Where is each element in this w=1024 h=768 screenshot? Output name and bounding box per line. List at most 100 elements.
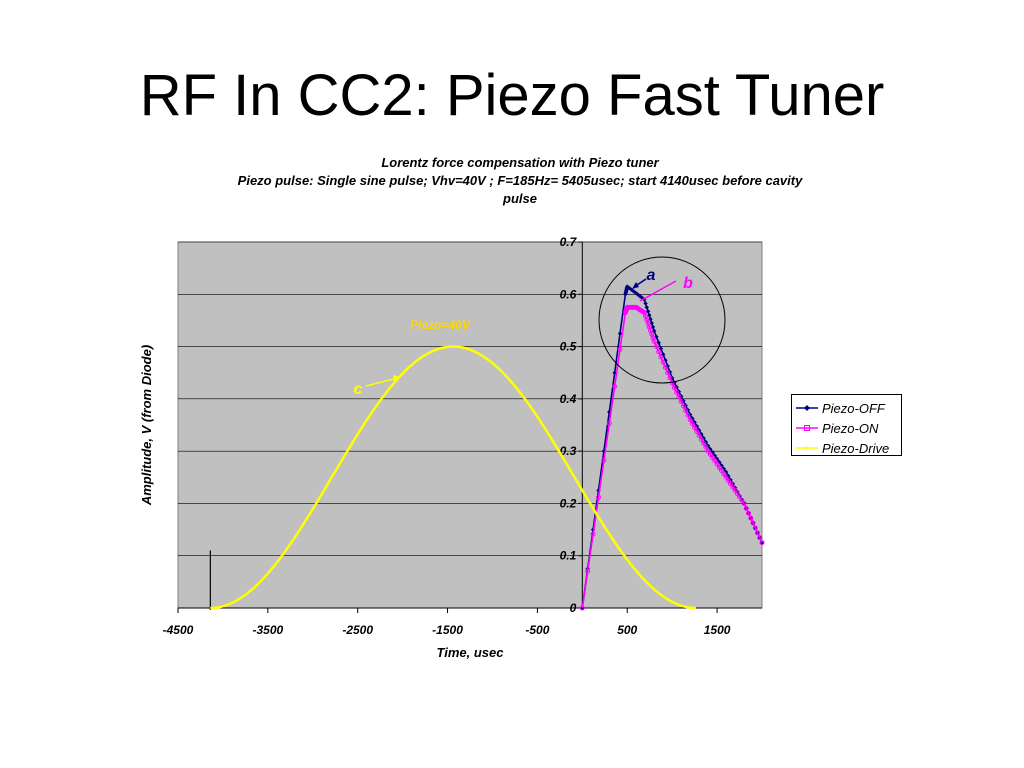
point-piezo-on-75 (730, 484, 736, 490)
slide-title: RF In CC2: Piezo Fast Tuner (139, 63, 885, 128)
legend-label-piezo-on: Piezo-ON (822, 420, 879, 436)
point-piezo-on-4 (601, 457, 607, 463)
y-tick-label-0.5: 0.5 (560, 340, 577, 354)
point-piezo-off-28 (647, 313, 652, 318)
annotation-circle (598, 256, 726, 384)
point-piezo-on-63 (703, 444, 709, 450)
point-piezo-off-52 (696, 428, 702, 433)
point-piezo-off-23 (639, 295, 645, 301)
point-piezo-off-38 (665, 363, 670, 369)
point-piezo-on-1 (585, 568, 591, 574)
point-piezo-on-48 (669, 380, 675, 386)
legend-item-piezo-drive: Piezo-Drive (796, 438, 901, 458)
point-piezo-on-85 (752, 525, 758, 531)
chart-legend: Piezo-OFF Piezo-ON Piezo-Drive (791, 394, 902, 456)
legend-swatch-piezo-on (796, 425, 818, 431)
point-piezo-on-59 (694, 429, 700, 434)
y-tick-label-0.3: 0.3 (560, 444, 577, 458)
point-piezo-on-76 (732, 487, 738, 493)
point-piezo-off-61 (717, 460, 722, 465)
point-piezo-off-51 (694, 424, 700, 429)
x-tick-label-500: 500 (617, 623, 637, 637)
point-piezo-off-5 (607, 409, 612, 415)
point-piezo-on-55 (685, 412, 691, 418)
y-tick-label-0.1: 0.1 (560, 549, 577, 563)
point-piezo-on-61 (698, 436, 704, 442)
point-piezo-on-66 (710, 455, 716, 461)
point-piezo-off-63 (721, 466, 727, 471)
annotation-b-label: b (683, 275, 693, 292)
point-piezo-off-65 (726, 473, 731, 479)
point-piezo-on-50 (674, 389, 680, 395)
point-piezo-off-50 (692, 420, 697, 425)
point-piezo-on-72 (723, 474, 729, 480)
point-piezo-on-5 (606, 420, 612, 426)
point-piezo-on-45 (662, 365, 668, 370)
point-piezo-on-69 (716, 465, 722, 470)
point-piezo-on-83 (748, 515, 754, 521)
point-piezo-on-84 (750, 520, 756, 526)
point-piezo-on-44 (660, 359, 666, 365)
point-piezo-off-59 (712, 453, 718, 458)
y-axis-label: Amplitude, V (from Diode) (139, 345, 154, 506)
annotation-c-arrowhead (393, 375, 401, 381)
legend-item-piezo-off: Piezo-OFF (796, 398, 901, 418)
y-tick-label-0.4: 0.4 (560, 392, 577, 406)
point-piezo-off-6 (612, 370, 617, 375)
point-piezo-on-53 (680, 403, 686, 409)
point-piezo-on-65 (707, 451, 713, 457)
x-tick-label-1500: 1500 (704, 623, 731, 637)
x-tick-label--3500: -3500 (252, 623, 283, 637)
point-piezo-on-7 (617, 347, 623, 352)
x-tick-label--2500: -2500 (342, 623, 373, 637)
point-piezo-on-2 (590, 531, 596, 537)
y-tick-label-0.7: 0.7 (560, 235, 578, 249)
point-piezo-on-56 (687, 417, 693, 423)
point-piezo-on-80 (741, 500, 747, 506)
point-piezo-on-87 (757, 535, 763, 541)
annotation-a-label: a (647, 267, 656, 284)
point-piezo-off-31 (650, 324, 656, 330)
point-piezo-on-73 (725, 478, 731, 484)
point-piezo-off-3 (596, 488, 601, 493)
point-piezo-on-60 (696, 433, 702, 438)
point-piezo-off-56 (705, 443, 711, 449)
point-piezo-on-88 (759, 540, 765, 546)
legend-label-piezo-drive: Piezo-Drive (822, 440, 890, 456)
x-tick-label--500: -500 (525, 623, 549, 637)
y-tick-label-0.6: 0.6 (560, 287, 577, 301)
point-piezo-off-49 (690, 416, 695, 421)
point-piezo-on-46 (665, 370, 671, 376)
legend-item-piezo-on: Piezo-ON (796, 418, 901, 438)
point-piezo-off-18 (629, 287, 634, 292)
point-piezo-off-30 (649, 320, 654, 326)
point-piezo-off-37 (663, 358, 668, 363)
point-piezo-on-57 (689, 421, 695, 427)
annotation-c-arrow (365, 377, 399, 387)
x-tick-label--1500: -1500 (432, 623, 463, 637)
chart-title-line-2: Piezo pulse: Single sine pulse; Vhv=40V … (237, 173, 803, 188)
point-piezo-off-54 (701, 435, 706, 441)
point-piezo-off-62 (719, 463, 724, 468)
point-piezo-on-58 (692, 425, 698, 431)
point-piezo-off-64 (723, 469, 729, 475)
point-piezo-on-62 (701, 440, 707, 446)
point-piezo-on-47 (667, 375, 673, 381)
point-piezo-on-64 (705, 448, 711, 454)
point-piezo-on-51 (676, 394, 682, 400)
point-piezo-off-58 (710, 450, 715, 455)
point-piezo-on-49 (671, 385, 677, 391)
point-piezo-on-70 (719, 468, 725, 474)
x-tick-label--4500: -4500 (163, 623, 194, 637)
annotation-b-arrow (639, 280, 677, 302)
point-piezo-off-27 (645, 309, 651, 314)
point-piezo-off-16 (625, 284, 630, 289)
point-piezo-on-77 (734, 491, 740, 497)
point-piezo-on-86 (755, 530, 760, 536)
point-piezo-on-6 (612, 383, 618, 389)
point-piezo-on-40 (651, 338, 657, 344)
point-piezo-on-71 (721, 471, 727, 477)
point-piezo-on-42 (656, 349, 662, 355)
plot-area (177, 241, 763, 609)
point-piezo-off-32 (651, 328, 657, 334)
